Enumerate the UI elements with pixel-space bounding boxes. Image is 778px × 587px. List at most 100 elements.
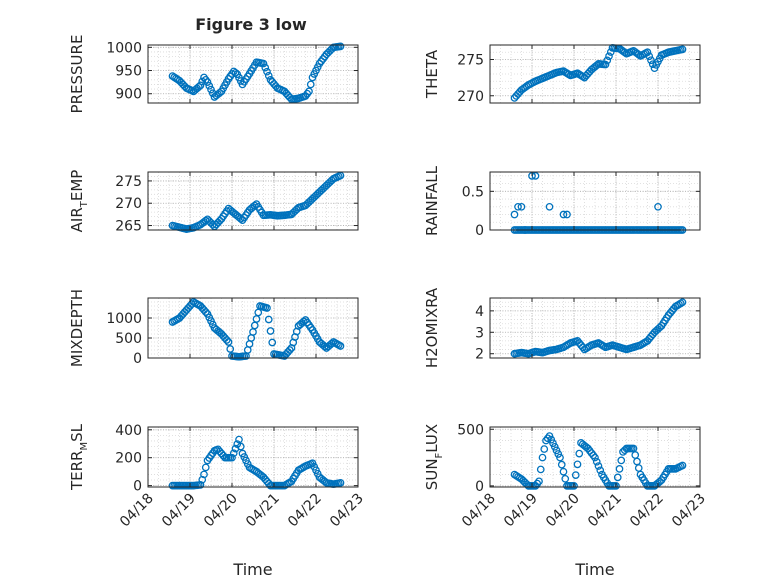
y-axis-label: RAINFALL (423, 165, 441, 236)
data-point (601, 60, 610, 69)
data-point-interp (596, 466, 605, 475)
data-point-interp (250, 201, 259, 210)
data-point (545, 202, 554, 211)
data-point (535, 477, 543, 486)
data-point (538, 453, 547, 462)
y-tick-label: 265 (115, 219, 142, 235)
data-point-interp (263, 67, 271, 76)
data-point-interp (615, 465, 624, 473)
y-tick-label: 1000 (106, 311, 142, 327)
data-point-interp (571, 471, 580, 479)
data-point-interp (285, 346, 294, 354)
data-point (678, 461, 687, 470)
data-point (235, 435, 243, 444)
axes-layer: 900 950 1000 PRESSURE 270 275 THETA 265 270 275 AI… (68, 35, 709, 579)
data-point (563, 210, 571, 219)
axes-box (147, 426, 359, 488)
data-point (678, 298, 687, 307)
data-point-interp (613, 473, 622, 482)
data-point-interp (617, 456, 626, 465)
data-point-interp (557, 460, 566, 469)
data-point-interp (540, 445, 549, 453)
y-axis-label: PRESSURE (68, 35, 86, 114)
data-point (678, 45, 687, 54)
y-tick-label: 400 (115, 423, 142, 439)
data-point-interp (226, 345, 235, 353)
data-point-interp (561, 474, 570, 483)
y-tick-label: 275 (115, 174, 142, 190)
data-point-interp (306, 80, 315, 89)
data-point (570, 482, 578, 490)
data-point (545, 432, 554, 440)
data-point (556, 453, 564, 462)
data-point-interp (236, 442, 245, 451)
y-tick-label: 500 (457, 422, 484, 438)
data-point-interp (550, 442, 559, 451)
data-point (510, 210, 519, 219)
data-point-interp (198, 475, 207, 484)
data-point-interp (320, 342, 329, 351)
y-tick-label: 0.5 (462, 184, 484, 200)
data-point-interp (261, 63, 270, 72)
data-point-interp (327, 339, 336, 348)
y-axis-label: AIRTEMP (68, 170, 90, 233)
subplot-rainfall: 0 0.5 RAINFALL (423, 165, 701, 239)
data-point-interp (559, 467, 568, 476)
data-point (203, 78, 212, 86)
data-point-interp (634, 50, 643, 59)
data-point-interp (266, 327, 275, 335)
y-tick-label: 1000 (106, 40, 142, 56)
data-point (336, 342, 345, 350)
data-point (228, 453, 236, 462)
data-point-interp (578, 343, 587, 352)
data-point-interp (205, 81, 214, 90)
data-point (263, 304, 271, 312)
data-point-interp (236, 214, 245, 223)
data-point (559, 210, 568, 219)
subplot-theta: 270 275 THETA (423, 44, 701, 105)
y-tick-label: 950 (115, 64, 142, 80)
data-point-interp (268, 338, 277, 347)
axes-box (489, 297, 701, 359)
data-point-interp (552, 446, 561, 455)
data-point (612, 482, 620, 490)
subplot-pressure: 900 950 1000 PRESSURE (68, 35, 359, 114)
data-point-interp (592, 61, 601, 70)
data-point-interp (536, 465, 545, 474)
data-point (336, 478, 345, 487)
data-point-interp (554, 450, 563, 458)
data-point (643, 48, 652, 57)
data-point-interp (222, 336, 231, 344)
data-point-interp (299, 317, 308, 326)
y-axis-label: H2OMIXRA (423, 287, 441, 368)
data-point-interp (594, 462, 603, 470)
x-axis-label: Time (574, 560, 614, 579)
data-point (517, 202, 526, 211)
y-axis-label: MIXDEPTH (68, 289, 86, 367)
y-tick-label: 275 (457, 53, 484, 69)
y-axis-label: TERRMSL (68, 423, 90, 491)
y-tick-label: 270 (457, 89, 484, 105)
y-axis-label: SUNFLUX (423, 424, 445, 490)
data-point (200, 470, 208, 479)
data-point-interp (575, 449, 584, 458)
data-point-interp (207, 85, 215, 94)
y-tick-label: 500 (115, 331, 142, 347)
data-point-interp (194, 83, 203, 91)
y-tick-label: 2 (475, 347, 484, 363)
axes-box (147, 44, 359, 104)
data-point (259, 59, 268, 68)
y-axis-label: THETA (423, 49, 441, 99)
data-point-interp (187, 300, 196, 308)
plot-area (490, 172, 700, 230)
axes-box (489, 44, 701, 104)
data-point (196, 481, 205, 489)
data-point (224, 338, 233, 346)
y-tick-label: 3 (475, 325, 484, 341)
data-point-interp (549, 439, 557, 448)
y-tick-label: 4 (475, 304, 484, 320)
data-point-interp (645, 52, 654, 61)
y-tick-label: 0 (475, 479, 484, 495)
figure-title: Figure 3 low (195, 15, 307, 34)
